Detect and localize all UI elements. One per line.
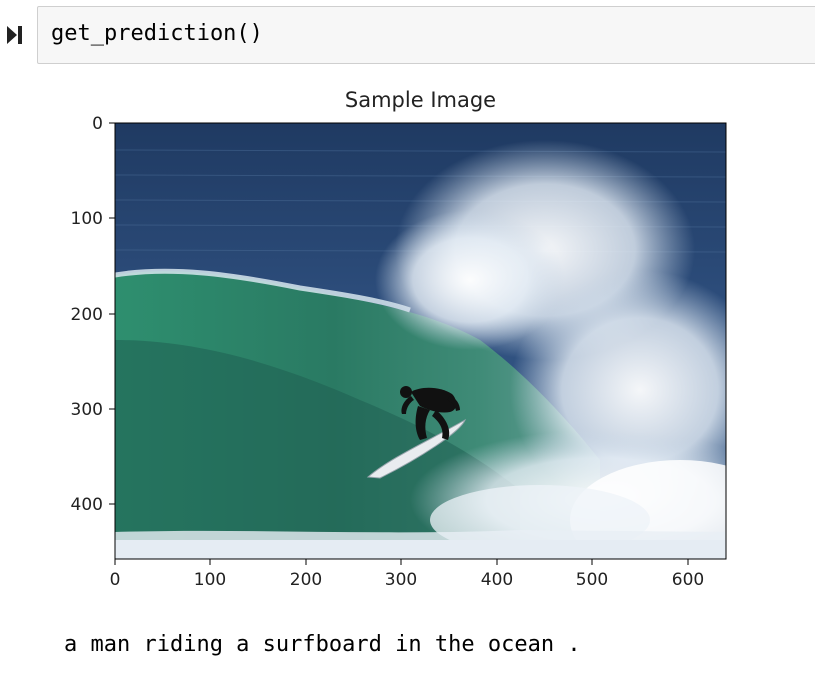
y-tick-label: 400 — [71, 495, 103, 515]
y-tick-label: 200 — [71, 305, 103, 325]
y-axis — [109, 122, 115, 505]
x-tick-label: 500 — [576, 570, 608, 590]
figure-title: Sample Image — [344, 88, 497, 112]
code-text: get_prediction() — [51, 21, 263, 46]
x-tick-label: 400 — [481, 570, 513, 590]
x-tick-label: 600 — [672, 570, 704, 590]
x-tick-label: 200 — [290, 570, 322, 590]
figure-output: Sample Image — [0, 80, 815, 600]
y-tick-label: 300 — [71, 400, 103, 420]
x-tick-label: 0 — [110, 570, 121, 590]
x-axis — [114, 559, 689, 565]
prediction-caption: a man riding a surfboard in the ocean . — [64, 632, 581, 657]
plot-axes: 0 100 200 300 400 0 100 200 300 400 500 … — [71, 114, 727, 590]
x-tick-label: 300 — [385, 570, 417, 590]
run-step-icon[interactable] — [6, 24, 24, 46]
x-tick-label: 100 — [194, 570, 226, 590]
y-tick-label: 0 — [92, 114, 103, 134]
sample-image — [115, 123, 726, 559]
code-cell-input[interactable]: get_prediction() — [37, 6, 815, 64]
y-tick-label: 100 — [71, 209, 103, 229]
